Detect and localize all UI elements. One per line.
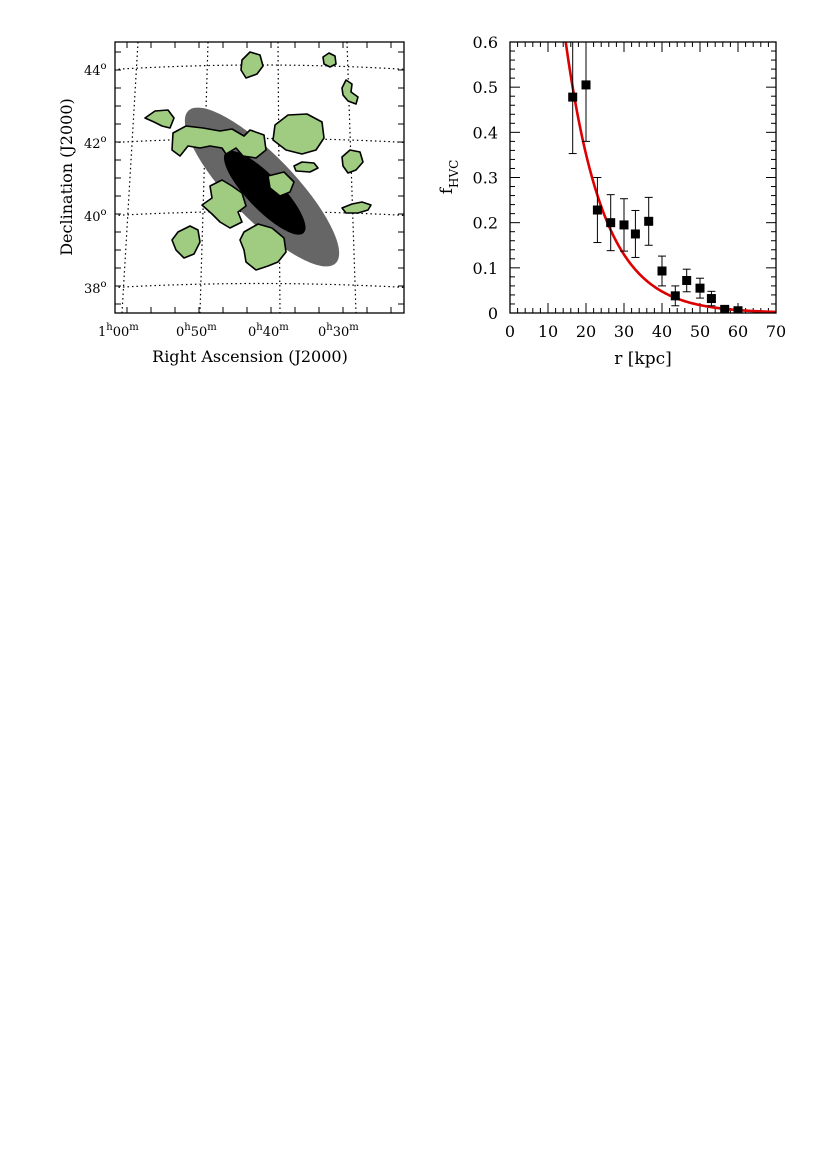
y-tick-label: 0.5 bbox=[473, 78, 498, 97]
dec-tick-label: 38o bbox=[84, 279, 107, 297]
data-point bbox=[670, 285, 680, 307]
x-tick-label: 0 bbox=[505, 322, 515, 341]
inner-disk bbox=[223, 150, 306, 235]
dec-tick-label: 40o bbox=[84, 207, 107, 225]
y-tick-label: 0.6 bbox=[473, 33, 498, 52]
data-point bbox=[644, 196, 654, 246]
plot-tick-marks bbox=[509, 41, 777, 314]
hvc-cloud bbox=[171, 125, 267, 159]
y-tick-labels: 0 0.1 0.2 0.3 0.4 0.5 0.6 bbox=[473, 33, 498, 323]
point-marker bbox=[606, 218, 616, 228]
ra-tick-label: 0h30m bbox=[318, 322, 359, 340]
x-tick-label: 30 bbox=[614, 322, 634, 341]
hvc-cloud bbox=[341, 149, 364, 174]
y-tick-label: 0.2 bbox=[473, 214, 498, 233]
data-point bbox=[682, 268, 692, 293]
data-point bbox=[630, 209, 640, 258]
x-tick-label: 70 bbox=[766, 322, 786, 341]
point-marker bbox=[682, 275, 692, 285]
data-points bbox=[568, 42, 743, 313]
point-marker bbox=[670, 291, 680, 301]
y-tick-label: 0.4 bbox=[473, 123, 498, 142]
hvc-cloud bbox=[293, 161, 319, 173]
hvc-cloud bbox=[341, 201, 372, 214]
data-point bbox=[657, 255, 667, 287]
x-tick-labels: 0 10 20 30 40 50 60 70 bbox=[505, 322, 786, 341]
x-tick-label: 60 bbox=[728, 322, 748, 341]
dec-tick-label: 44o bbox=[84, 61, 107, 79]
point-marker bbox=[568, 92, 578, 102]
data-point bbox=[568, 42, 578, 155]
x-tick-label: 10 bbox=[538, 322, 558, 341]
hvc-cloud bbox=[171, 225, 201, 259]
y-tick-label: 0 bbox=[488, 304, 498, 323]
hvc-cloud bbox=[240, 51, 264, 79]
map-x-axis-label: Right Ascension (J2000) bbox=[152, 347, 348, 366]
x-tick-label: 20 bbox=[576, 322, 596, 341]
point-marker bbox=[720, 304, 730, 313]
data-point bbox=[592, 177, 602, 244]
data-point bbox=[695, 277, 705, 299]
hvc-cloud bbox=[239, 223, 287, 271]
hvc-cloud bbox=[341, 79, 359, 105]
data-point bbox=[619, 198, 629, 252]
plot-y-axis-label: fHVC bbox=[437, 160, 461, 195]
hvc-cloud bbox=[267, 171, 295, 197]
y-label-sub: HVC bbox=[447, 160, 461, 188]
hvc-cloud bbox=[272, 113, 325, 155]
data-point bbox=[581, 42, 591, 142]
hvc-cloud bbox=[144, 109, 175, 129]
ra-tick-label: 0h40m bbox=[248, 322, 289, 340]
data-point bbox=[606, 194, 616, 252]
y-tick-label: 0.1 bbox=[473, 259, 498, 278]
sky-map-panel: 44o 42o 40o 38o 1h00m 0h50m 0h40m 0h30m Declin… bbox=[57, 41, 405, 366]
ra-tick-label: 0h50m bbox=[176, 322, 217, 340]
ra-tick-label: 1h00m bbox=[98, 322, 139, 340]
data-point bbox=[733, 306, 743, 313]
point-marker bbox=[630, 229, 640, 239]
y-label-main: f bbox=[437, 186, 457, 194]
point-marker bbox=[706, 294, 716, 304]
point-marker bbox=[619, 220, 629, 230]
x-tick-label: 40 bbox=[652, 322, 672, 341]
point-marker bbox=[592, 205, 602, 215]
point-marker bbox=[657, 266, 667, 276]
point-marker bbox=[733, 306, 743, 313]
fit-curve bbox=[564, 42, 776, 313]
hvc-clouds bbox=[144, 51, 372, 271]
plot-x-axis-label: r [kpc] bbox=[614, 349, 672, 369]
svg-text:fHVC: fHVC bbox=[437, 160, 461, 195]
dec-tick-labels: 44o 42o 40o 38o bbox=[84, 61, 107, 297]
figure: 44o 42o 40o 38o 1h00m 0h50m 0h40m 0h30m Declin… bbox=[57, 33, 786, 369]
data-point bbox=[720, 304, 730, 313]
hvc-cloud bbox=[201, 179, 247, 229]
map-y-axis-label: Declination (J2000) bbox=[57, 98, 76, 256]
x-tick-label: 50 bbox=[690, 322, 710, 341]
point-marker bbox=[644, 216, 654, 226]
fhvc-plot-panel: 0 10 20 30 40 50 60 70 0 0.1 0.2 0.3 0.4 0.5 0.6 r [k… bbox=[437, 33, 786, 369]
plot-frame bbox=[509, 41, 777, 314]
hvc-cloud bbox=[322, 52, 337, 68]
point-marker bbox=[695, 283, 705, 293]
ra-tick-labels: 1h00m 0h50m 0h40m 0h30m bbox=[98, 322, 359, 340]
y-tick-label: 0.3 bbox=[473, 169, 498, 188]
dec-tick-label: 42o bbox=[84, 134, 107, 152]
point-marker bbox=[581, 80, 591, 90]
data-point bbox=[706, 290, 716, 307]
map-tick-marks bbox=[115, 42, 404, 313]
